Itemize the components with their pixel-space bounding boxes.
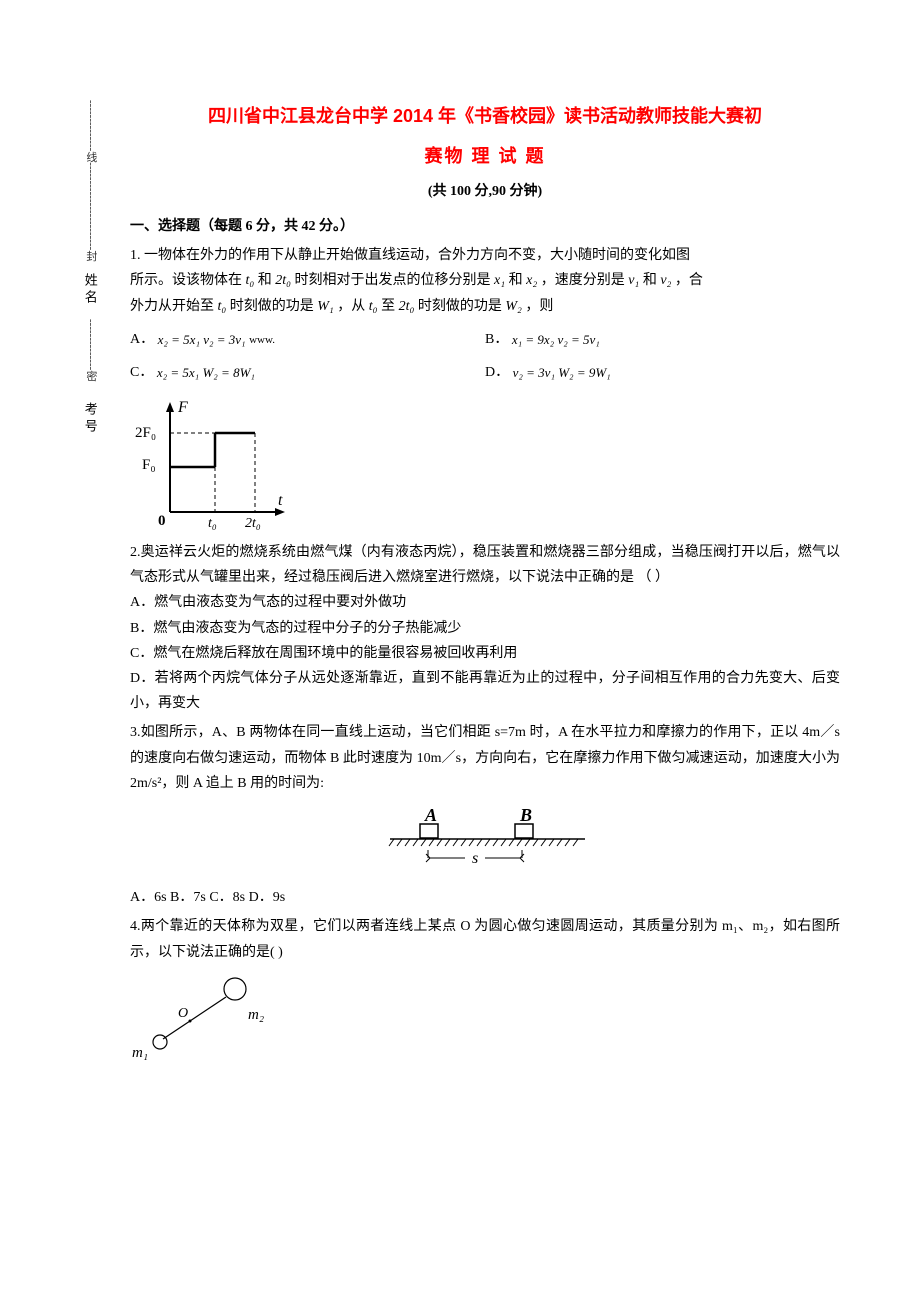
q1-and2: 和 <box>509 273 527 288</box>
star-O-label: O <box>178 1006 188 1021</box>
ft-ytick1: 2F₀ <box>135 425 156 441</box>
binding-dash-seal: --------------封 <box>80 199 100 261</box>
binding-examno-label: 考号 <box>78 402 101 436</box>
binding-dash-secret: --------------密 <box>80 319 100 381</box>
exam-score-info: (共 100 分,90 分钟) <box>130 179 840 204</box>
q1-text7: 时刻做的功是 <box>230 299 318 314</box>
question-3: 3.如图所示，A、B 两物体在同一直线上运动，当它们相距 s=7m 时，A 在水… <box>130 720 840 796</box>
q2-optA: A．燃气由液态变为气态的过程中要对外做功 <box>130 595 406 610</box>
q2-optB: B．燃气由液态变为气态的过程中分子的分子热能减少 <box>130 621 461 636</box>
q1-w2: W₂ <box>505 299 522 314</box>
q1-text5: ，合 <box>675 273 703 288</box>
q1-text3: 时刻相对于出发点的位移分别是 <box>295 273 495 288</box>
ab-labelA: A <box>424 806 437 825</box>
question-4: 4.两个靠近的天体称为双星，它们以两者连线上某点 O 为圆心做匀速圆周运动，其质… <box>130 914 840 964</box>
ft-xtick2: 2t₀ <box>245 516 261 531</box>
q1-v2: v₂ <box>660 273 671 288</box>
q3-options: A．6s B．7s C．8s D．9s <box>130 885 840 910</box>
q1-text6: 外力从开始至 <box>130 299 218 314</box>
q1-and1: 和 <box>258 273 276 288</box>
q1-optA: A． x₂ = 5x₁ v₂ = 3v₁ www. <box>130 327 485 352</box>
q1-t0: t₀ <box>246 273 255 288</box>
q1-optC-label: C． <box>130 365 153 380</box>
ab-diagram-svg: A B s <box>370 806 600 870</box>
ft-chart-svg: F t 2F₀ F₀ 0 t₀ 2t₀ <box>130 397 290 532</box>
q2-text: 2.奥运祥云火炬的燃烧系统由燃气煤（内有液态丙烷），稳压装置和燃烧器三部分组成，… <box>130 545 840 585</box>
q1-options-row1: A． x₂ = 5x₁ v₂ = 3v₁ www. B． x₁ = 9x₂ v₂… <box>130 327 840 352</box>
q2-optC: C．燃气在燃烧后释放在周围环境中的能量很容易被回收再利用 <box>130 646 517 661</box>
q1-options-row2: C． x₂ = 5x₁ W₂ = 8W₁ D． v₂ = 3v₁ W₂ = 9W… <box>130 360 840 385</box>
q1-text8: ，从 <box>337 299 369 314</box>
ab-labelB: B <box>519 806 532 825</box>
question-1: 1. 一物体在外力的作用下从静止开始做直线运动，合外力方向不变，大小随时间的变化… <box>130 243 840 319</box>
exam-title-line2: 赛物 理 试 题 <box>130 140 840 172</box>
q1-optD-label: D． <box>485 365 509 380</box>
ab-label-s: s <box>472 850 478 867</box>
q1-x1: x₁ <box>494 273 505 288</box>
binding-name-label: 姓名 <box>78 273 101 307</box>
q1-t0-b: t₀ <box>218 299 227 314</box>
q1-optA-suffix: www. <box>249 334 275 346</box>
q1-optD-formula: v₂ = 3v₁ W₂ = 9W₁ <box>513 365 611 380</box>
q3-text: 3.如图所示，A、B 两物体在同一直线上运动，当它们相距 s=7m 时，A 在水… <box>130 725 840 790</box>
exam-title-line1: 四川省中江县龙台中学 2014 年《书香校园》读书活动教师技能大赛初 <box>130 100 840 132</box>
q1-text1: 1. 一物体在外力的作用下从静止开始做直线运动，合外力方向不变，大小随时间的变化… <box>130 248 690 263</box>
q1-optB-label: B． <box>485 332 508 347</box>
ft-origin: 0 <box>158 513 166 529</box>
q1-optD: D． v₂ = 3v₁ W₂ = 9W₁ <box>485 360 840 385</box>
q1-text2: 所示。设该物体在 <box>130 273 246 288</box>
q1-optA-formula: x₂ = 5x₁ v₂ = 3v₁ <box>158 332 246 347</box>
q1-t0-c: t₀ <box>369 299 378 314</box>
q2-optD: D．若将两个丙烷气体分子从远处逐渐靠近，直到不能再靠近为止的过程中，分子间相互作… <box>130 671 840 711</box>
ft-ytick2: F₀ <box>142 457 156 473</box>
binding-edge: --------------线---------- --------------… <box>70 100 110 1126</box>
q1-v1: v₁ <box>628 273 639 288</box>
star-m2-label: m₂ <box>248 1007 264 1023</box>
section1-header: 一、选择题（每题 6 分，共 42 分。） <box>130 214 840 239</box>
q1-optA-label: A． <box>130 332 154 347</box>
q1-text10: ，则 <box>525 299 553 314</box>
q1-optB-formula: x₁ = 9x₂ v₂ = 5v₁ <box>512 332 600 347</box>
q3-diagram: A B s <box>130 806 840 879</box>
q4-text: 4.两个靠近的天体称为双星，它们以两者连线上某点 O 为圆心做匀速圆周运动，其质… <box>130 919 840 959</box>
ft-ylabel: F <box>177 399 188 416</box>
star-m1-label: m₁ <box>132 1045 148 1061</box>
q1-and3: 和 <box>643 273 661 288</box>
q1-w1: W₁ <box>317 299 334 314</box>
q1-to: 至 <box>381 299 399 314</box>
q1-text9: 时刻做的功是 <box>418 299 506 314</box>
question-2: 2.奥运祥云火炬的燃烧系统由燃气煤（内有液态丙烷），稳压装置和燃烧器三部分组成，… <box>130 540 840 716</box>
binding-dash-line-top: --------------线---------- <box>80 100 100 199</box>
q4-diagram: m₂ O m₁ <box>130 971 840 1080</box>
q1-optB: B． x₁ = 9x₂ v₂ = 5v₁ <box>485 327 840 352</box>
q1-optC-formula: x₂ = 5x₁ W₂ = 8W₁ <box>157 365 255 380</box>
q1-2t0-b: 2t₀ <box>399 299 415 314</box>
q1-ft-chart: F t 2F₀ F₀ 0 t₀ 2t₀ <box>130 397 840 532</box>
q1-text4: ，速度分别是 <box>541 273 629 288</box>
ft-xlabel: t <box>278 492 283 509</box>
star-diagram-svg: m₂ O m₁ <box>130 971 280 1071</box>
q1-x2: x₂ <box>526 273 537 288</box>
ft-xtick1: t₀ <box>208 516 217 531</box>
q1-optC: C． x₂ = 5x₁ W₂ = 8W₁ <box>130 360 485 385</box>
q1-2t0-a: 2t₀ <box>275 273 291 288</box>
